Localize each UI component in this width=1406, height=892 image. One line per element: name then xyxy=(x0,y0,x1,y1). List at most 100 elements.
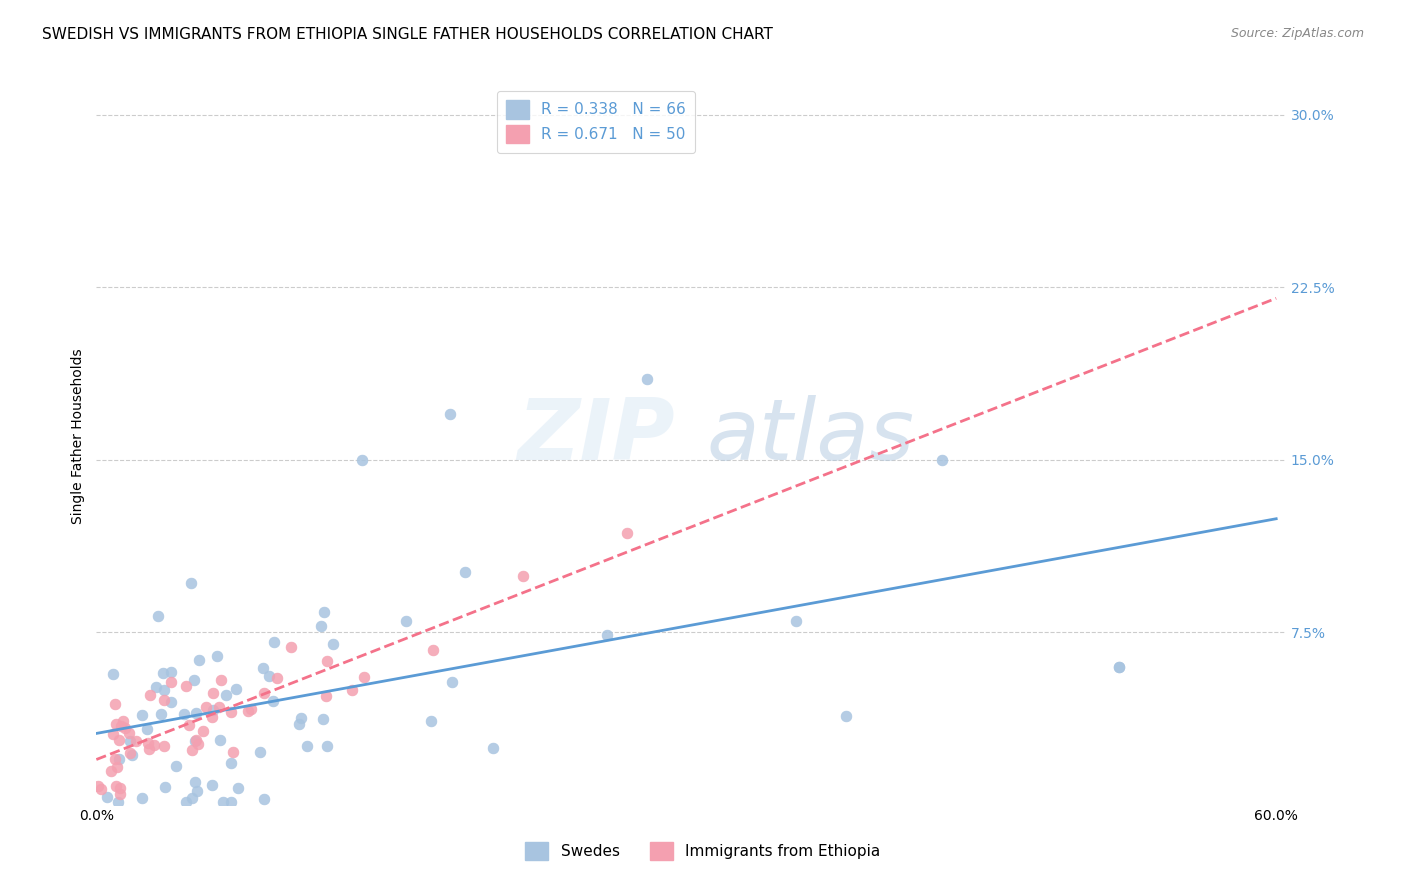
Point xyxy=(103,667,125,681)
Point xyxy=(108,733,131,747)
Point xyxy=(136,723,159,737)
Point xyxy=(219,756,242,770)
Point xyxy=(194,699,217,714)
Point xyxy=(481,740,503,755)
Point xyxy=(180,576,202,591)
Point xyxy=(173,707,195,722)
Point xyxy=(201,778,224,792)
Point xyxy=(90,781,112,796)
Point xyxy=(186,784,208,798)
Point xyxy=(183,673,205,687)
Point xyxy=(266,671,288,685)
Point xyxy=(287,717,309,731)
Point xyxy=(142,738,165,752)
Point xyxy=(160,675,183,690)
Point xyxy=(219,705,242,719)
Point xyxy=(785,615,807,629)
Point xyxy=(153,682,176,697)
Point xyxy=(931,452,953,467)
Point xyxy=(180,791,202,805)
Point xyxy=(146,609,169,624)
Point xyxy=(149,706,172,721)
Point xyxy=(110,719,132,733)
Legend: R = 0.338   N = 66, R = 0.671   N = 50: R = 0.338 N = 66, R = 0.671 N = 50 xyxy=(496,91,695,153)
Point xyxy=(105,717,128,731)
Point xyxy=(454,566,477,580)
Point xyxy=(253,686,276,700)
Point xyxy=(187,653,209,667)
Point xyxy=(222,745,245,759)
Point xyxy=(183,775,205,789)
Point xyxy=(159,665,181,680)
Point xyxy=(108,788,131,802)
Point xyxy=(215,688,238,702)
Y-axis label: Single Father Households: Single Father Households xyxy=(72,349,86,524)
Point xyxy=(201,686,224,700)
Point xyxy=(176,679,198,693)
Point xyxy=(107,795,129,809)
Point xyxy=(114,721,136,735)
Text: ZIP: ZIP xyxy=(517,395,675,478)
Point xyxy=(201,710,224,724)
Point xyxy=(249,745,271,759)
Point xyxy=(111,714,134,728)
Point xyxy=(208,700,231,714)
Point xyxy=(152,665,174,680)
Text: SWEDISH VS IMMIGRANTS FROM ETHIOPIA SINGLE FATHER HOUSEHOLDS CORRELATION CHART: SWEDISH VS IMMIGRANTS FROM ETHIOPIA SING… xyxy=(42,27,773,42)
Text: atlas: atlas xyxy=(706,395,914,478)
Point xyxy=(131,708,153,723)
Point xyxy=(104,752,127,766)
Point xyxy=(118,725,141,739)
Point xyxy=(202,703,225,717)
Point xyxy=(125,733,148,747)
Point xyxy=(153,693,176,707)
Point xyxy=(239,702,262,716)
Point xyxy=(616,526,638,541)
Point xyxy=(181,743,204,757)
Point xyxy=(165,759,187,773)
Point xyxy=(253,791,276,805)
Point xyxy=(208,732,231,747)
Point xyxy=(236,704,259,718)
Point xyxy=(120,733,142,747)
Point xyxy=(290,711,312,725)
Point xyxy=(205,648,228,663)
Point xyxy=(342,682,364,697)
Point xyxy=(219,795,242,809)
Point xyxy=(420,714,443,729)
Point xyxy=(263,635,285,649)
Point xyxy=(297,739,319,754)
Point xyxy=(395,614,418,628)
Point xyxy=(152,739,174,753)
Point xyxy=(103,726,125,740)
Point xyxy=(139,688,162,702)
Point xyxy=(316,739,339,754)
Point xyxy=(280,640,302,654)
Point xyxy=(136,736,159,750)
Point xyxy=(186,737,208,751)
Point xyxy=(350,452,373,467)
Point xyxy=(596,627,619,641)
Point xyxy=(512,569,534,583)
Point xyxy=(441,674,464,689)
Point xyxy=(155,780,177,794)
Point xyxy=(211,795,233,809)
Point xyxy=(121,748,143,763)
Point xyxy=(314,605,336,619)
Point xyxy=(108,781,131,796)
Point xyxy=(184,706,207,721)
Point xyxy=(96,790,118,805)
Point xyxy=(174,795,197,809)
Point xyxy=(315,690,337,704)
Point xyxy=(262,694,284,708)
Point xyxy=(145,680,167,694)
Point xyxy=(422,643,444,657)
Point xyxy=(312,712,335,726)
Point xyxy=(191,723,214,738)
Point xyxy=(353,670,375,684)
Point xyxy=(226,780,249,795)
Point xyxy=(225,682,247,697)
Legend: Swedes, Immigrants from Ethiopia: Swedes, Immigrants from Ethiopia xyxy=(519,836,887,866)
Point xyxy=(183,734,205,748)
Point xyxy=(184,732,207,747)
